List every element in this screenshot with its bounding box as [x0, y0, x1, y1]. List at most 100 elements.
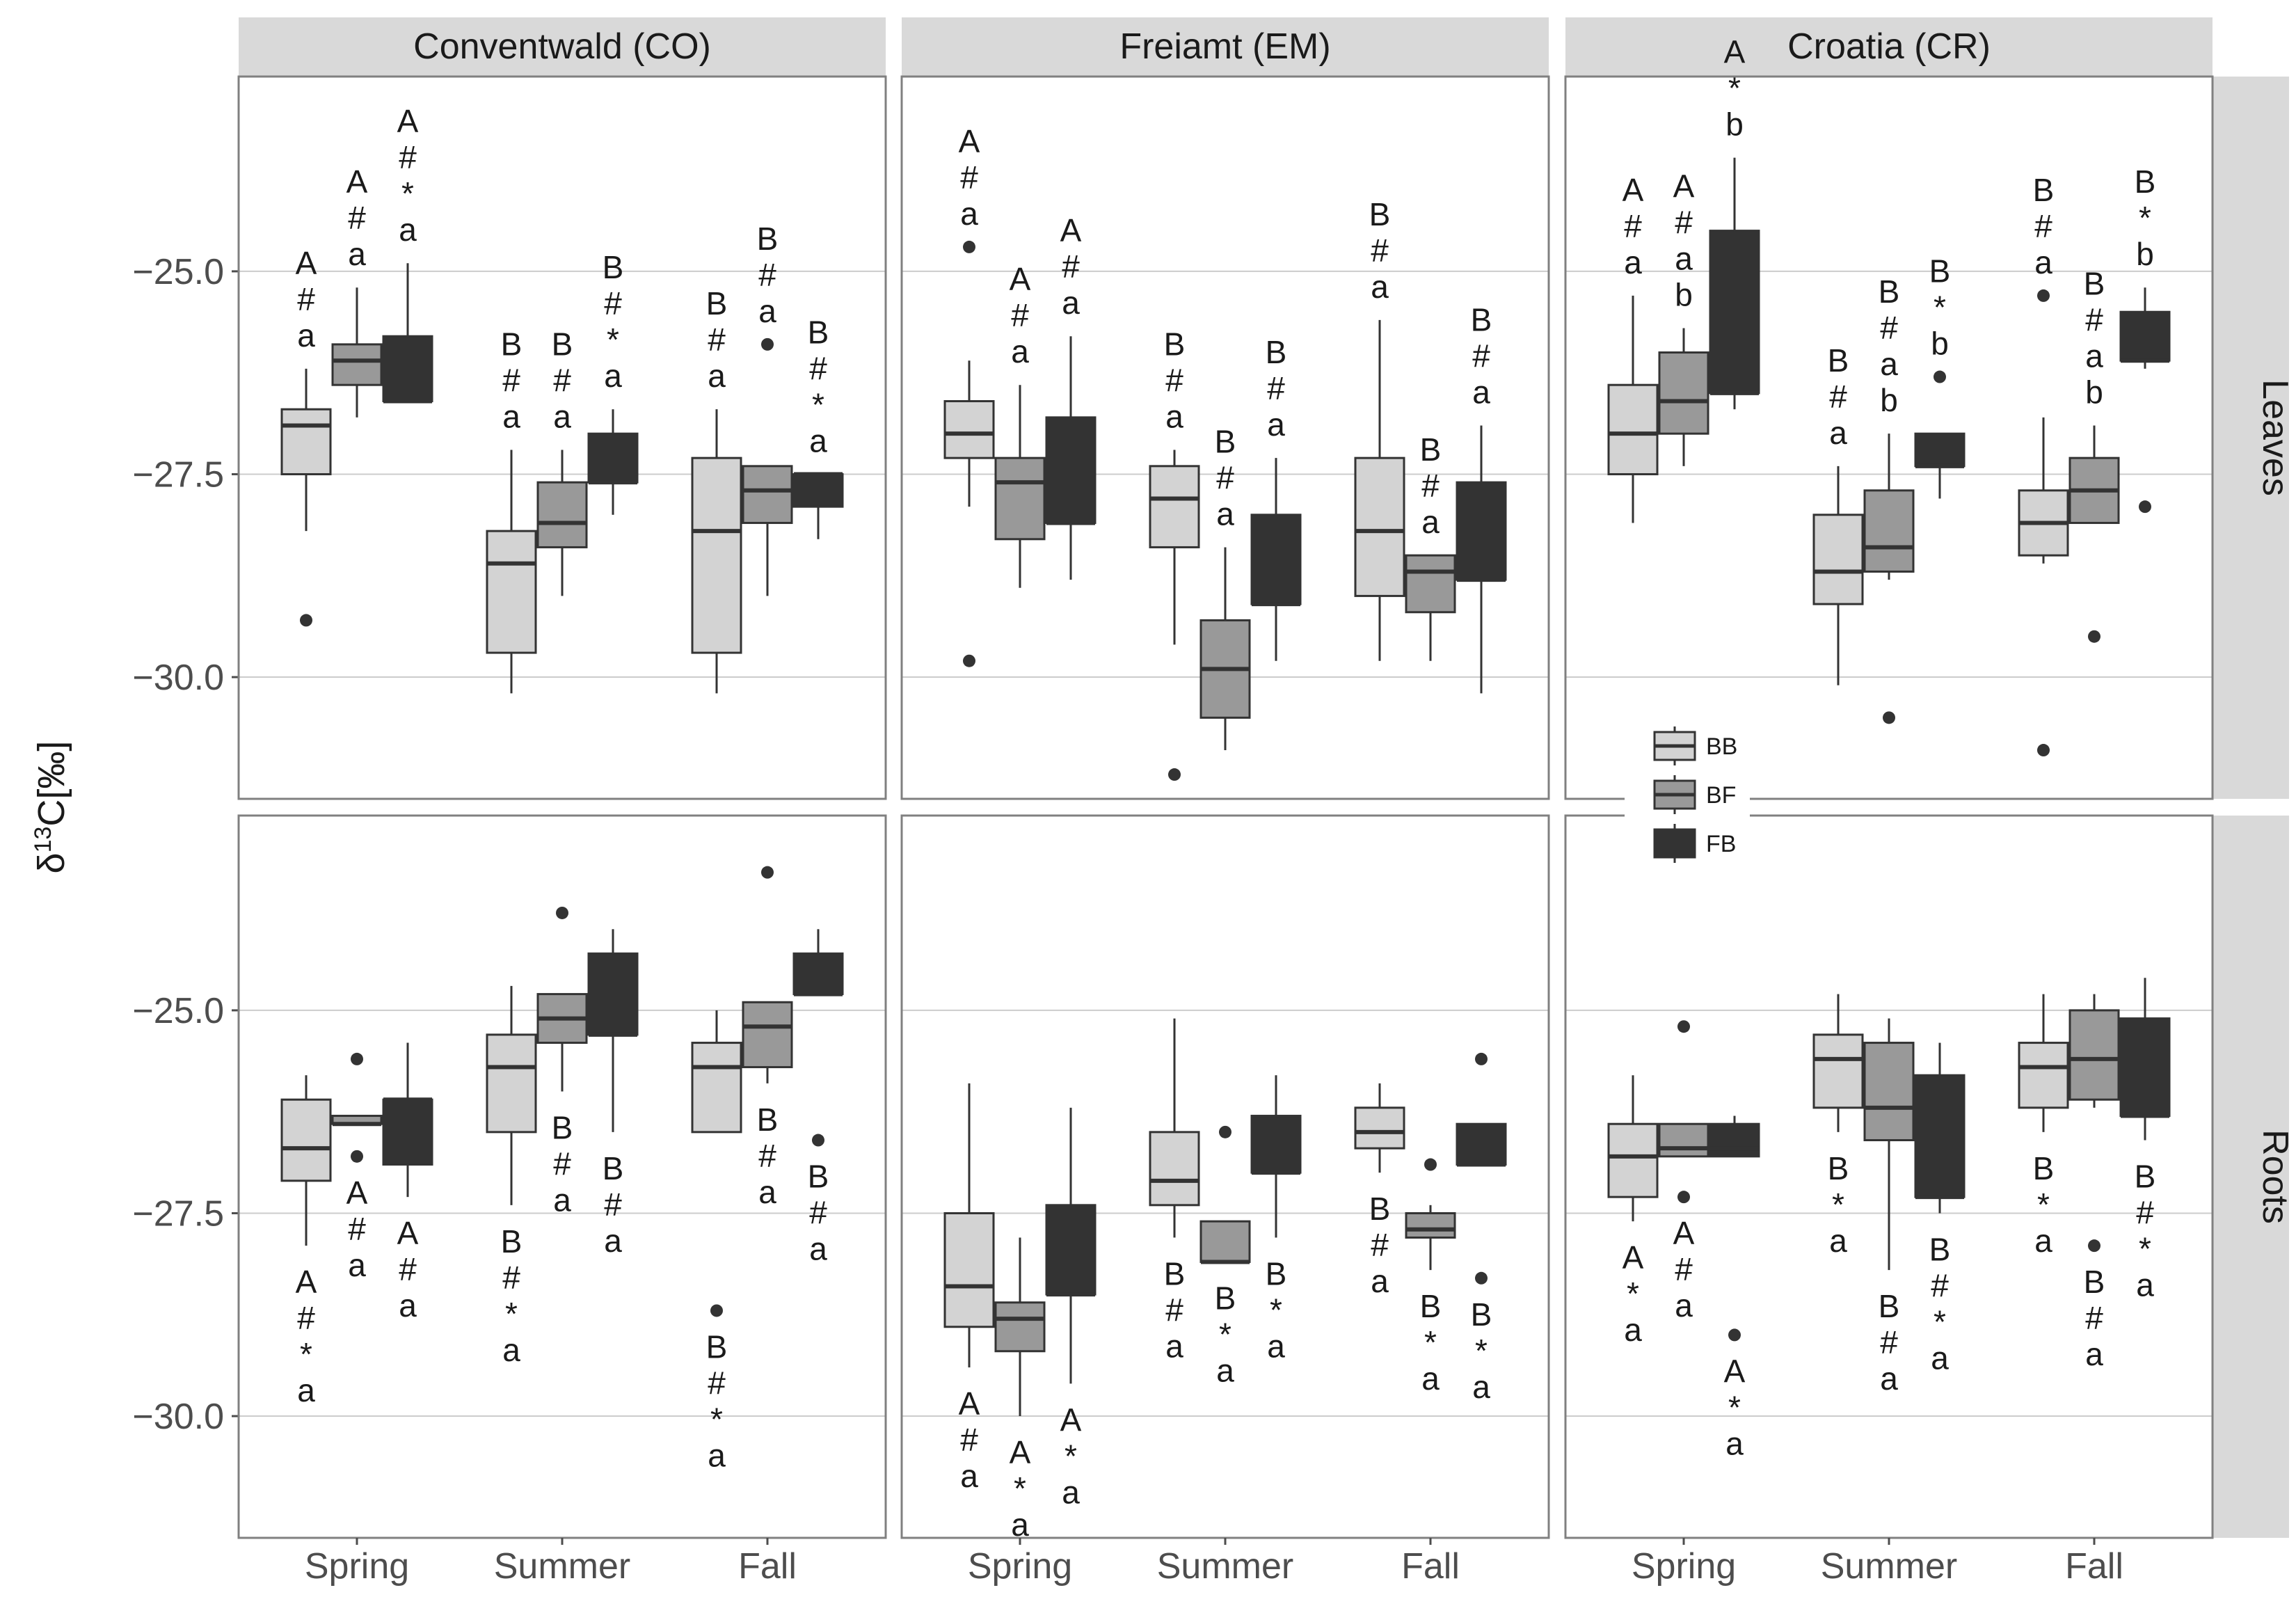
significance-label: B: [2135, 164, 2156, 200]
x-tick-label-fall: Fall: [1401, 1546, 1460, 1587]
significance-label: a: [1216, 1352, 1234, 1388]
box-summer-bb: B*a: [1812, 994, 1864, 1259]
box-spring-bf: A#a: [331, 1052, 383, 1283]
row-strip-label-roots: Roots: [2255, 1129, 2295, 1224]
significance-label: a: [2034, 1223, 2052, 1259]
significance-label: #: [1472, 338, 1490, 374]
box-body: [331, 343, 383, 386]
significance-label: B: [1215, 423, 1236, 459]
box-body: [2018, 1042, 2069, 1109]
panel-leaves-croatia-cr: A#aA#abA*bB#aB#abB*bB#aB#abB*b: [1564, 34, 2214, 800]
box-fall-bf: B#a: [742, 866, 793, 1210]
significance-label: a: [2085, 338, 2103, 374]
significance-label: B: [1828, 1150, 1849, 1186]
significance-label: a: [708, 358, 726, 394]
box-body: [1045, 416, 1097, 524]
outlier-point: [812, 1134, 824, 1147]
legend-label-bb: BB: [1706, 733, 1737, 760]
significance-label: #: [1624, 208, 1642, 244]
significance-label: *: [401, 175, 414, 212]
column-strip: [239, 17, 886, 77]
box-body: [1405, 1211, 1456, 1239]
significance-label: a: [1267, 1328, 1285, 1364]
box-body: [994, 456, 1046, 541]
box-body: [1812, 514, 1864, 605]
outlier-point: [1168, 768, 1181, 781]
significance-label: a: [399, 1287, 417, 1324]
significance-label: B: [757, 1102, 779, 1138]
significance-label: A: [397, 1215, 419, 1251]
y-tick-label: −25.0: [132, 991, 224, 1031]
significance-label: a: [758, 293, 776, 329]
box-spring-bf: A#a: [1658, 1020, 1709, 1324]
column-strip-label-croatia-cr: Croatia (CR): [1787, 26, 1991, 67]
box-spring-bb: A#a: [943, 1083, 995, 1494]
significance-label: #: [1165, 1292, 1183, 1328]
outlier-point: [556, 906, 568, 919]
box-fall-bb: B#a: [1354, 1083, 1405, 1299]
significance-label: A: [1623, 172, 1644, 208]
box-summer-fb: B#a: [587, 929, 639, 1259]
box-body: [486, 530, 537, 654]
significance-label: a: [399, 212, 417, 248]
significance-label: a: [1829, 1223, 1847, 1259]
box-summer-fb: B#*a: [587, 249, 639, 515]
significance-label: A: [1673, 168, 1695, 205]
significance-label: B: [2033, 1150, 2055, 1186]
box-fall-bf: B#a: [742, 221, 793, 596]
box-spring-fb: A*b: [1709, 34, 1760, 410]
y-tick-label: −27.5: [132, 454, 224, 495]
significance-label: a: [1371, 1263, 1389, 1299]
significance-label: b: [2136, 236, 2154, 272]
significance-label: a: [1011, 1507, 1029, 1543]
significance-label: a: [348, 236, 366, 272]
box-body: [1863, 489, 1915, 573]
box-body: [280, 408, 332, 475]
significance-label: a: [1267, 406, 1285, 443]
panel-roots-freiamt-em: A#aA*aA*aB#aB*aB*aB#aB*aB*a: [900, 814, 1550, 1543]
significance-label: #: [297, 1300, 315, 1336]
significance-label: #: [502, 362, 520, 398]
significance-label: *: [1065, 1438, 1077, 1474]
significance-label: a: [1829, 415, 1847, 451]
outlier-point: [2088, 630, 2100, 643]
box-body: [1709, 1122, 1760, 1158]
significance-label: a: [502, 1332, 520, 1368]
box-fall-fb: B#a: [792, 929, 844, 1267]
significance-label: B: [1929, 253, 1951, 289]
significance-label: #: [1880, 1324, 1898, 1360]
box-body: [1354, 456, 1405, 597]
significance-label: *: [812, 386, 824, 422]
significance-label: B: [603, 1150, 624, 1186]
box-body: [486, 1033, 537, 1134]
box-body: [1607, 383, 1659, 475]
box-body: [691, 1042, 742, 1134]
significance-label: #: [2034, 208, 2052, 244]
box-spring-bf: A*a: [994, 1237, 1046, 1543]
significance-label: #: [553, 362, 571, 398]
outlier-point: [1677, 1191, 1690, 1204]
box-body: [1199, 1220, 1251, 1263]
significance-label: A: [1724, 1353, 1746, 1389]
significance-label: A: [1010, 261, 1031, 297]
box-body: [2119, 1017, 2171, 1118]
significance-label: *: [2037, 1186, 2050, 1223]
significance-label: #: [1062, 248, 1080, 285]
y-tick-label: −27.5: [132, 1193, 224, 1234]
box-summer-bb: B#a: [1812, 342, 1864, 685]
box-body: [1863, 1042, 1915, 1142]
significance-label: a: [960, 196, 978, 232]
significance-label: A: [1623, 1239, 1644, 1276]
box-body: [1149, 465, 1200, 548]
significance-label: b: [1725, 106, 1744, 143]
box-summer-bb: B#a: [1149, 1018, 1200, 1364]
significance-label: #: [1267, 370, 1285, 406]
significance-label: *: [1475, 1333, 1488, 1369]
box-body: [2119, 310, 2171, 362]
significance-label: B: [706, 1328, 728, 1365]
significance-label: B: [1929, 1231, 1951, 1267]
significance-label: A: [346, 164, 368, 200]
box-spring-fb: A#a: [1045, 212, 1097, 580]
significance-label: a: [2136, 1267, 2154, 1303]
significance-label: a: [1421, 504, 1440, 540]
